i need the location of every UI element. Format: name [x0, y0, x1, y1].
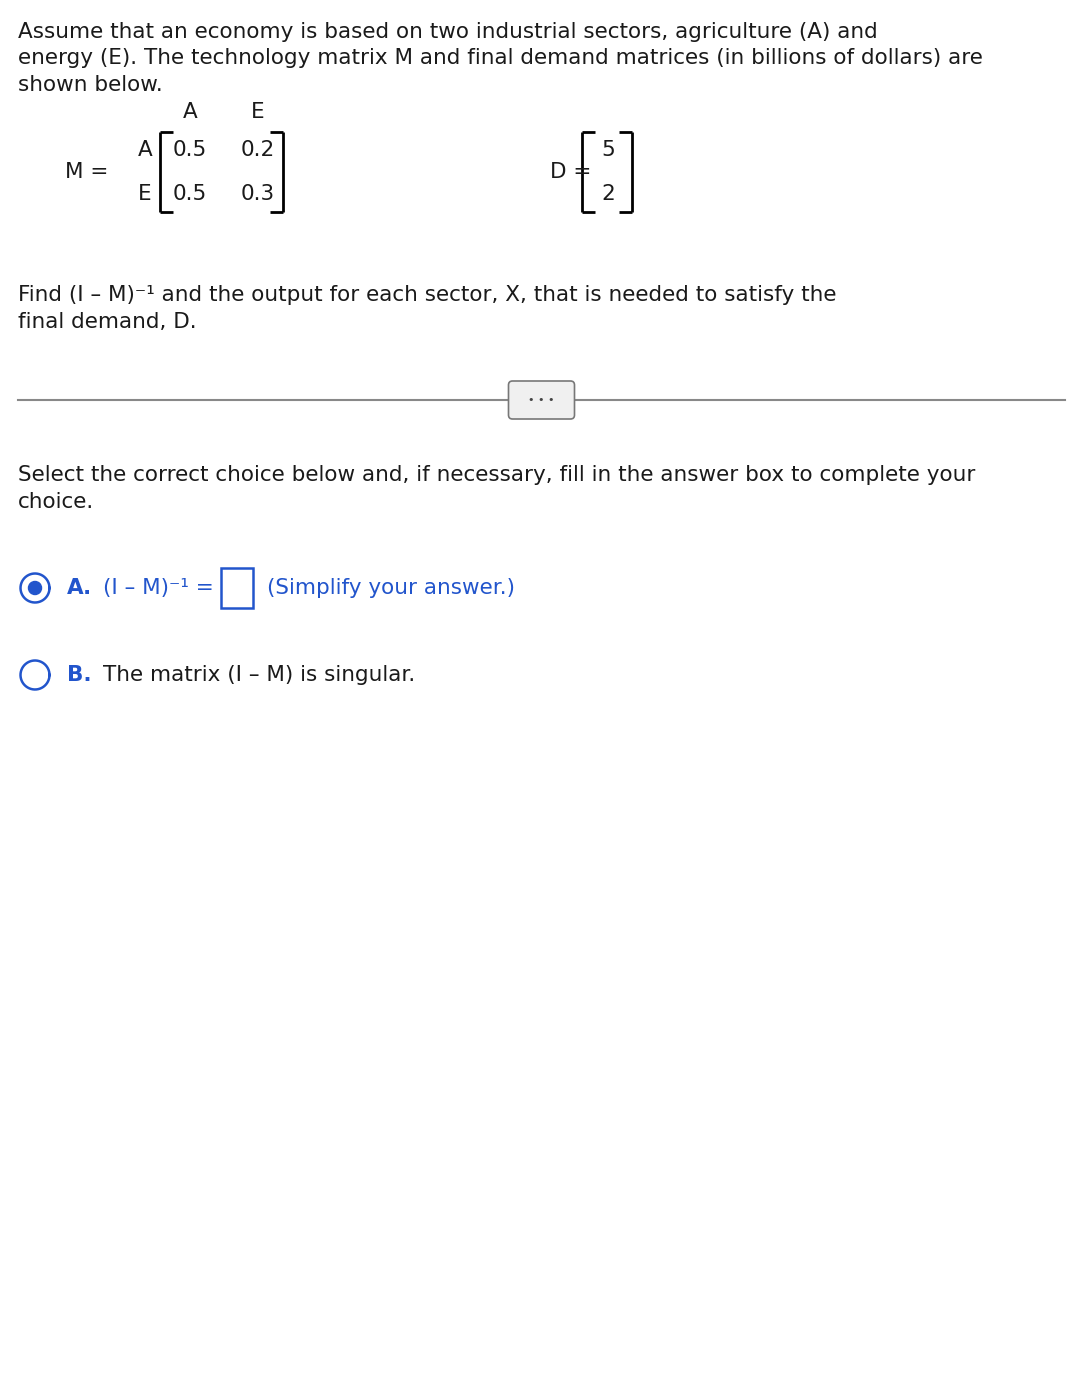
Text: (Simplify your answer.): (Simplify your answer.) — [268, 578, 516, 598]
Text: 0.5: 0.5 — [173, 184, 207, 204]
Text: shown below.: shown below. — [18, 75, 162, 95]
Text: (I – M)⁻¹ =: (I – M)⁻¹ = — [103, 578, 213, 598]
Text: choice.: choice. — [18, 491, 94, 512]
Text: M =: M = — [65, 162, 108, 181]
Text: 2: 2 — [601, 184, 615, 204]
Text: final demand, D.: final demand, D. — [18, 311, 197, 332]
Text: energy (E). The technology matrix M and final demand matrices (in billions of do: energy (E). The technology matrix M and … — [18, 49, 983, 68]
Text: 0.2: 0.2 — [240, 140, 275, 160]
Text: E: E — [139, 184, 152, 204]
Text: A: A — [138, 140, 153, 160]
Text: 0.3: 0.3 — [240, 184, 275, 204]
Text: E: E — [251, 102, 265, 121]
Text: B.: B. — [67, 665, 92, 685]
Text: Assume that an economy is based on two industrial sectors, agriculture (A) and: Assume that an economy is based on two i… — [18, 22, 877, 42]
Bar — [221, 568, 253, 608]
Text: D =: D = — [550, 162, 591, 181]
Text: 0.5: 0.5 — [173, 140, 207, 160]
Text: Select the correct choice below and, if necessary, fill in the answer box to com: Select the correct choice below and, if … — [18, 465, 976, 485]
Text: 5: 5 — [601, 140, 615, 160]
Text: The matrix (I – M) is singular.: The matrix (I – M) is singular. — [103, 665, 415, 685]
FancyBboxPatch shape — [509, 381, 574, 418]
Text: • • •: • • • — [529, 395, 554, 405]
Text: A: A — [183, 102, 197, 121]
Text: Find (I – M)⁻¹ and the output for each sector, X, that is needed to satisfy the: Find (I – M)⁻¹ and the output for each s… — [18, 285, 836, 306]
Text: A.: A. — [67, 578, 92, 598]
Circle shape — [28, 582, 41, 594]
